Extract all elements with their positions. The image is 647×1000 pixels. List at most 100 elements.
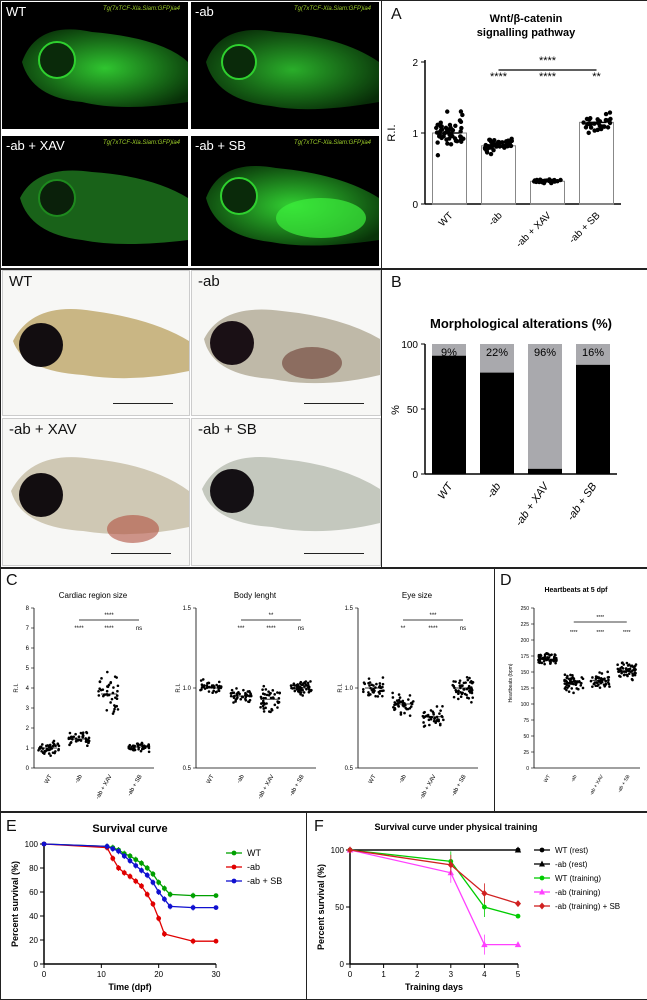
data-point <box>98 687 101 691</box>
data-point <box>87 736 91 740</box>
data-point <box>309 680 312 683</box>
significance-label: ns <box>460 626 466 632</box>
data-point <box>572 677 575 681</box>
data-point <box>542 659 546 663</box>
x-tick-label: -ab + XAV <box>95 774 114 800</box>
data-point <box>487 137 492 142</box>
data-point <box>375 682 378 686</box>
data-point <box>454 688 458 692</box>
panel-letter-f: F <box>314 818 324 835</box>
data-point <box>588 116 593 121</box>
data-point <box>213 905 219 910</box>
y-tick-label: 5 <box>26 666 30 672</box>
data-point <box>98 680 102 684</box>
data-point <box>305 687 308 691</box>
data-point <box>581 686 585 690</box>
data-point <box>110 856 116 861</box>
y-tick-label: 250 <box>521 606 530 612</box>
data-point <box>265 702 268 705</box>
data-point <box>454 138 460 144</box>
data-point <box>132 747 136 750</box>
data-point <box>97 694 101 697</box>
y-tick-label: 80 <box>29 864 38 873</box>
panel-letter-d: D <box>500 572 512 589</box>
data-point <box>458 684 462 688</box>
y-tick-label: 7 <box>26 626 30 632</box>
y-tick-label: 0 <box>412 470 418 481</box>
x-tick-label: 5 <box>516 970 521 979</box>
significance-label: **** <box>570 630 578 636</box>
data-point <box>459 691 462 694</box>
data-point <box>483 144 488 150</box>
x-tick-label: WT <box>437 210 456 229</box>
data-point <box>606 681 610 684</box>
data-point <box>600 124 605 129</box>
data-point <box>391 696 395 699</box>
x-tick-label: -ab <box>570 774 579 783</box>
legend-label: WT (rest) <box>555 846 589 855</box>
data-point <box>471 696 475 699</box>
data-point <box>547 177 552 182</box>
data-point <box>133 744 136 748</box>
data-point <box>79 731 83 735</box>
data-point <box>262 684 266 688</box>
data-point <box>537 661 541 664</box>
data-point <box>276 706 279 709</box>
data-point <box>156 916 162 921</box>
data-point <box>106 693 109 697</box>
data-point <box>422 716 426 719</box>
legend-label: -ab + SB <box>247 876 282 886</box>
data-point <box>433 716 437 720</box>
data-point <box>265 693 269 697</box>
y-tick-label: 50 <box>407 405 419 416</box>
data-point <box>199 679 203 682</box>
data-point <box>627 672 631 676</box>
data-point <box>67 737 71 741</box>
data-point <box>554 661 557 665</box>
data-point <box>563 682 567 685</box>
data-point <box>434 721 437 725</box>
data-point <box>563 673 567 677</box>
y-axis-label: Percent survival (%) <box>10 861 20 947</box>
data-point <box>599 681 603 685</box>
data-point <box>219 685 223 688</box>
data-point <box>463 692 467 696</box>
x-tick-label: -ab + SB <box>451 774 468 797</box>
data-point <box>105 709 109 712</box>
data-point <box>229 694 233 698</box>
data-point <box>616 663 619 667</box>
y-tick-label: 40 <box>29 912 38 921</box>
chart-title: signalling pathway <box>477 27 576 39</box>
chart-title: Cardiac region size <box>59 591 128 600</box>
data-point <box>427 718 431 722</box>
data-point <box>603 677 606 681</box>
y-tick-label: 0 <box>340 960 345 969</box>
x-tick-label: 10 <box>97 970 106 979</box>
data-point <box>620 671 623 675</box>
data-point <box>367 681 370 685</box>
y-tick-label: 200 <box>521 638 530 644</box>
data-point <box>57 747 60 751</box>
data-point <box>429 709 433 712</box>
data-point <box>469 680 472 684</box>
data-point <box>547 656 551 659</box>
data-point <box>293 684 296 687</box>
data-point <box>567 684 571 688</box>
data-point <box>514 941 522 948</box>
data-point <box>599 677 603 680</box>
data-point <box>378 682 382 685</box>
significance-label: **** <box>490 71 508 83</box>
fluor-label: -ab <box>195 4 214 19</box>
data-point <box>409 705 413 708</box>
x-tick-label: WT <box>206 774 216 785</box>
fluor-image-ab-xav: -ab + XAV Tg(7xTCF-Xla.Siam:GFP)ia4 <box>2 136 188 266</box>
significance-label: **** <box>266 626 276 632</box>
data-point <box>428 723 431 727</box>
legend-label: WT (training) <box>555 874 601 883</box>
x-tick-label: -ab + XAV <box>513 479 552 528</box>
data-point <box>86 744 89 748</box>
data-point <box>128 743 132 747</box>
data-point <box>463 688 466 691</box>
data-point <box>429 717 433 721</box>
data-point <box>249 694 253 698</box>
